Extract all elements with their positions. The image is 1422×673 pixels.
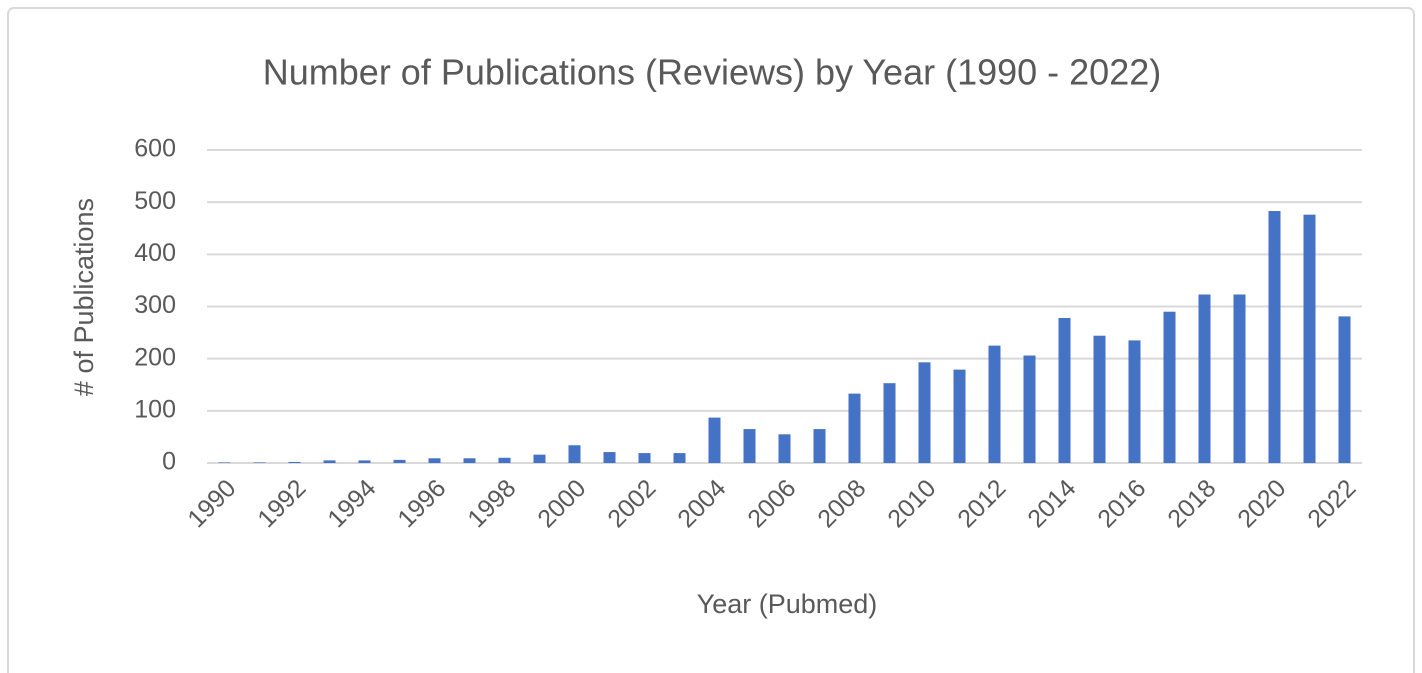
bar [848,393,861,463]
bar [533,454,546,463]
y-tick-label: 600 [134,135,176,163]
y-tick-label: 300 [134,291,176,319]
bar [1163,311,1176,463]
bar [498,457,511,463]
chart-title: Number of Publications (Reviews) by Year… [263,52,1161,93]
bar [743,429,756,463]
bar [708,417,721,463]
y-tick-label: 400 [134,239,176,267]
bar [673,453,686,463]
y-tick-label: 0 [162,448,176,476]
bar [638,453,651,463]
bar [813,429,826,463]
chart-border [7,7,1415,673]
bar [218,462,231,463]
bar [603,452,616,463]
bar [1093,335,1106,463]
bar [288,461,301,463]
bar [463,458,476,463]
bar [1128,340,1141,463]
bar [1303,214,1316,463]
bar [323,460,336,463]
x-axis-title: Year (Pubmed) [697,589,878,619]
bar [1023,355,1036,463]
bar [393,459,406,463]
bar [988,345,1001,463]
bar [778,434,791,463]
bar [568,445,581,463]
bar [953,369,966,463]
bar [1058,317,1071,463]
y-axis-title: # of Publications [69,198,99,396]
bar [358,460,371,463]
bar [428,458,441,463]
bar [1198,294,1211,463]
y-tick-label: 500 [134,187,176,215]
bar [883,383,896,463]
bar [1233,294,1246,463]
y-tick-label: 200 [134,343,176,371]
bar [253,462,266,463]
y-tick-label: 100 [134,395,176,423]
bar [1338,316,1351,463]
bar [918,362,931,463]
bar [1268,211,1281,463]
